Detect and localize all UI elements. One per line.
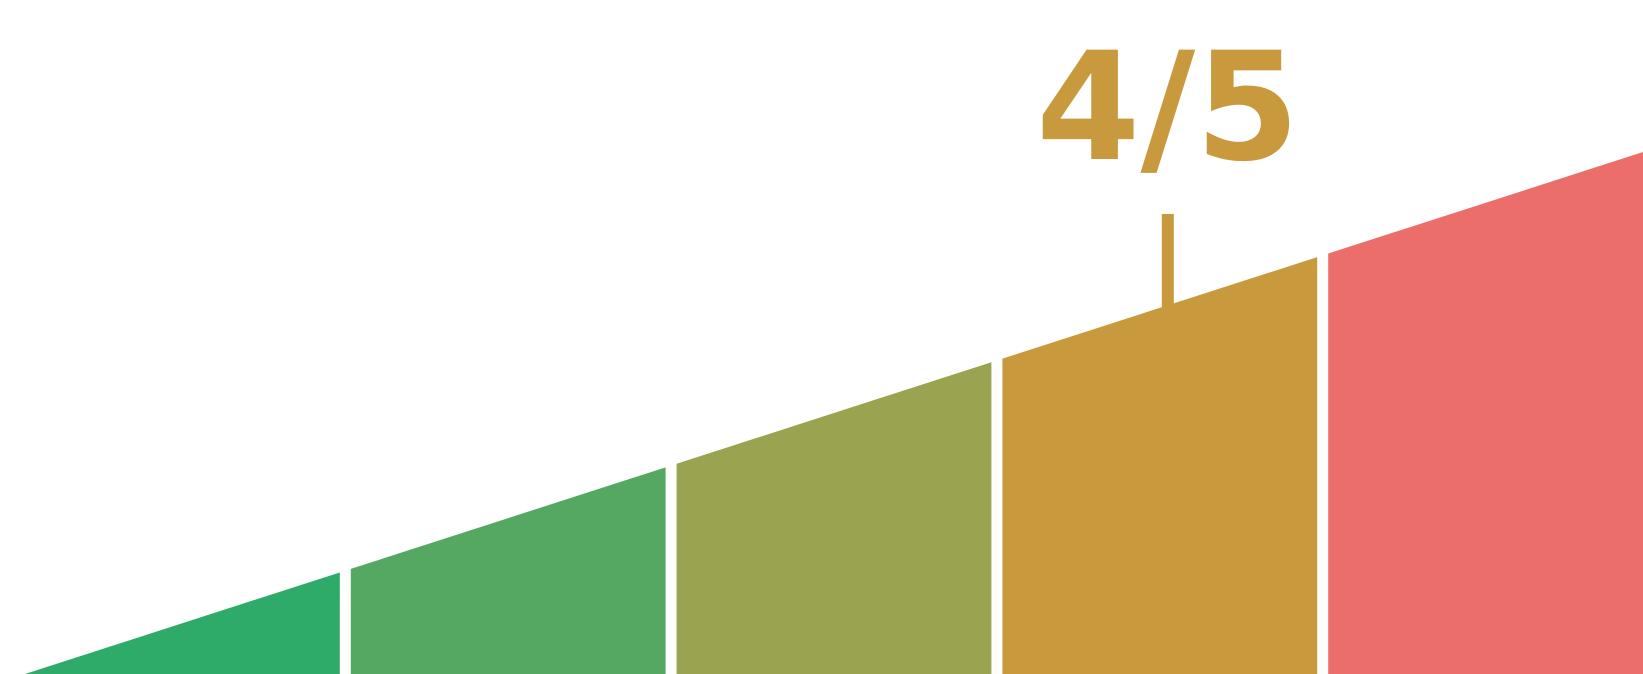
score-marker bbox=[1161, 214, 1174, 308]
gauge-segment-4 bbox=[1002, 257, 1318, 674]
gauge-segment-5 bbox=[1328, 152, 1643, 674]
score-label: 4/5 bbox=[1036, 21, 1300, 195]
gauge-segment-1 bbox=[25, 572, 340, 674]
gauge-segments bbox=[25, 152, 1643, 674]
gauge-segment-3 bbox=[676, 362, 992, 674]
gauge-segment-2 bbox=[350, 467, 666, 674]
